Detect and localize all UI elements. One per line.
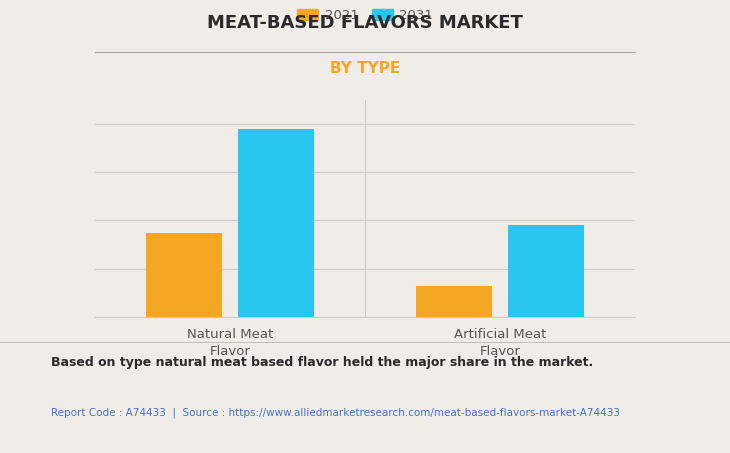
Text: Based on type natural meat based flavor held the major share in the market.: Based on type natural meat based flavor …	[51, 356, 593, 369]
Bar	[146, 232, 222, 317]
Bar	[508, 225, 584, 317]
Text: MEAT-BASED FLAVORS MARKET: MEAT-BASED FLAVORS MARKET	[207, 14, 523, 32]
Text: Report Code : A74433  |  Source : https://www.alliedmarketresearch.com/meat-base: Report Code : A74433 | Source : https://…	[51, 408, 620, 418]
Text: BY TYPE: BY TYPE	[330, 61, 400, 76]
Bar	[416, 286, 492, 317]
Legend: 2021, 2031: 2021, 2031	[291, 4, 439, 28]
Bar	[238, 129, 314, 317]
